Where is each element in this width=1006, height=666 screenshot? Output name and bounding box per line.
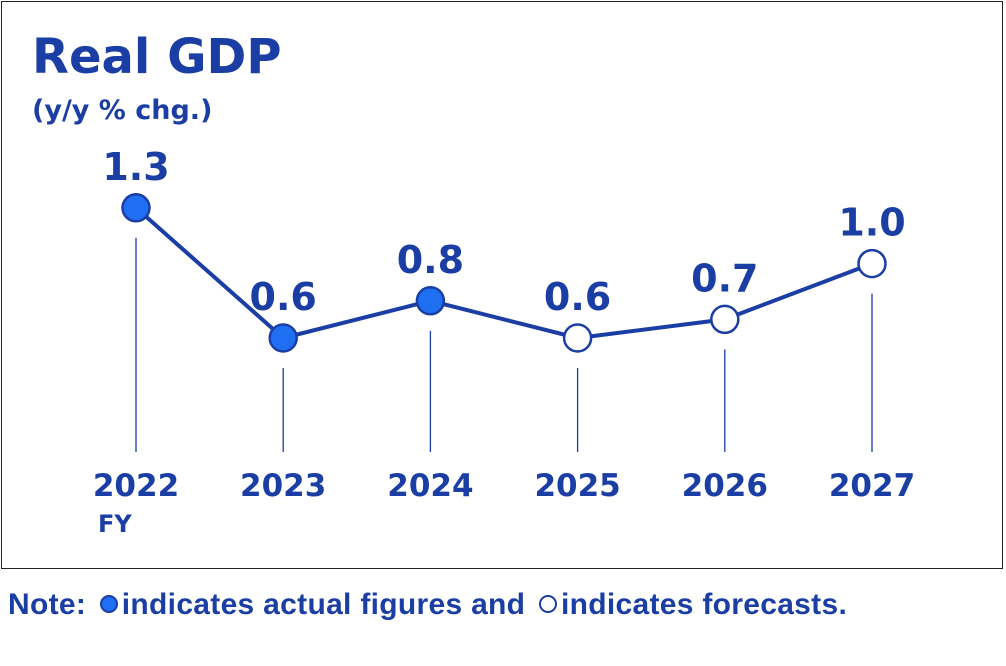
chart-title: Real GDP [32,29,282,85]
x-tick-label-2022: 2022 [93,468,179,504]
real-gdp-chart: Real GDP (y/y % chg.) FY 1.3 2022 0.6 2023 0… [32,29,915,538]
data-point-2024 [415,286,446,316]
x-axis-suffix: FY [98,510,132,538]
y-axis-label: (y/y % chg.) [32,95,212,126]
actual-marker-icon [99,595,118,614]
note-prefix: Note: [8,588,87,621]
note-actual-text: indicates actual figures and [121,588,526,621]
value-label-2024: 0.8 [397,238,464,282]
value-label-2025: 0.6 [544,275,611,319]
data-point-2027 [857,248,887,279]
value-label-2026: 0.7 [691,256,758,300]
data-point-2026 [710,304,740,335]
x-tick-label-2025: 2025 [534,468,620,504]
value-label-2027: 1.0 [838,201,905,245]
x-tick-label-2027: 2027 [829,468,915,504]
chart-marks: 1.3 2022 0.6 2023 0.8 2024 0.6 2025 0.7 2026 1.0 20… [93,145,915,504]
chart-frame [1,1,1003,569]
data-point-2025 [562,323,593,353]
note-forecast-text: indicates forecasts. [560,588,848,621]
series-line-real-gdp [134,206,873,340]
x-tick-label-2024: 2024 [387,468,473,504]
x-tick-label-2023: 2023 [240,468,326,504]
value-label-2022: 1.3 [102,145,169,189]
data-point-2023 [268,323,298,353]
value-label-2023: 0.6 [250,275,317,319]
chart-note: Note: indicates actual figures and indic… [8,588,1003,622]
x-tick-label-2026: 2026 [682,468,768,504]
forecast-marker-icon [538,595,557,614]
data-point-2022 [121,193,151,223]
